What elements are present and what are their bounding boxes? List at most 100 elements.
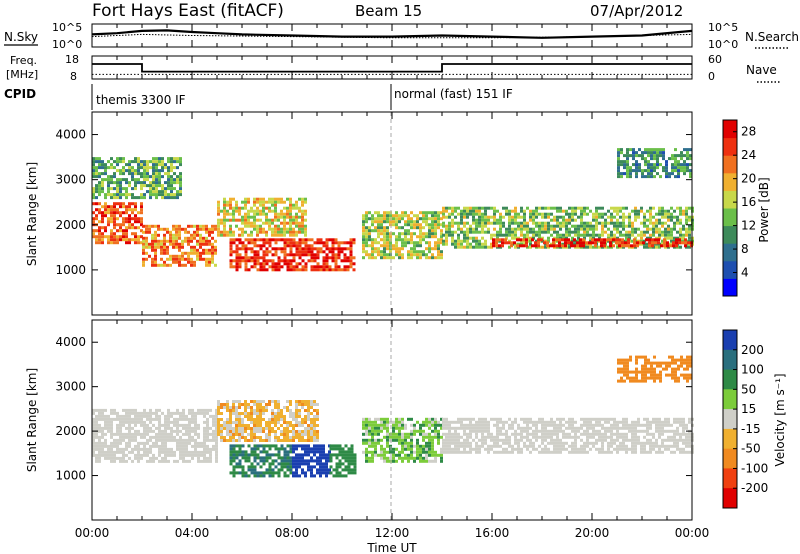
heatmap-cell	[395, 214, 398, 218]
heatmap-cell	[565, 435, 568, 439]
heatmap-cell	[164, 181, 167, 185]
heatmap-cell	[92, 196, 95, 200]
heatmap-cell	[525, 241, 528, 245]
heatmap-cell	[647, 151, 650, 155]
heatmap-cell	[481, 224, 484, 228]
heatmap-cell	[188, 435, 191, 439]
heatmap-cell	[644, 169, 647, 173]
heatmap-cell	[226, 403, 229, 406]
heatmap-cell	[113, 450, 116, 454]
heatmap-cell	[164, 441, 167, 445]
heatmap-cell	[562, 435, 565, 439]
heatmap-cell	[329, 465, 333, 469]
heatmap-cell	[253, 203, 256, 207]
heatmap-cell	[440, 250, 443, 254]
heatmap-cell	[682, 236, 685, 240]
heatmap-cell	[592, 233, 595, 237]
heatmap-cell	[445, 236, 448, 240]
heatmap-cell	[92, 163, 95, 167]
heatmap-cell	[362, 214, 365, 218]
heatmap-cell	[158, 450, 161, 454]
heatmap-cell	[674, 160, 677, 164]
heatmap-cell	[607, 429, 610, 433]
heatmap-cell	[610, 236, 613, 240]
heatmap-cell	[505, 438, 508, 442]
heatmap-cell	[98, 441, 101, 445]
heatmap-cell	[149, 438, 152, 442]
heatmap-cell	[122, 408, 125, 412]
heatmap-cell	[371, 214, 374, 218]
heatmap-cell	[271, 468, 275, 472]
heatmap-cell	[265, 471, 269, 475]
heatmap-cell	[307, 412, 310, 415]
heatmap-cell	[496, 441, 499, 445]
heatmap-cell	[206, 408, 209, 412]
heatmap-cell	[416, 456, 419, 460]
heatmap-cell	[185, 429, 188, 433]
heatmap-cell	[185, 453, 188, 457]
heatmap-cell	[649, 209, 652, 213]
heatmap-cell	[92, 232, 95, 236]
heatmap-cell	[187, 257, 190, 261]
heatmap-cell	[107, 193, 110, 197]
heatmap-cell	[574, 218, 577, 222]
heatmap-cell	[274, 453, 278, 457]
heatmap-cell	[635, 151, 638, 155]
heatmap-cell	[119, 214, 122, 218]
colorbar-swatch	[723, 190, 737, 209]
heatmap-cell	[253, 465, 257, 469]
heatmap-cell	[442, 212, 445, 216]
heatmap-cell	[616, 426, 619, 430]
heatmap-cell	[154, 248, 157, 252]
heatmap-cell	[226, 424, 229, 427]
heatmap-cell	[422, 211, 425, 215]
heatmap-cell	[161, 444, 164, 448]
heatmap-cell	[487, 450, 490, 454]
heatmap-cell	[223, 206, 226, 210]
heatmap-cell	[208, 227, 211, 231]
heatmap-cell	[404, 438, 407, 442]
heatmap-cell	[451, 242, 454, 246]
heatmap-cell	[173, 429, 176, 433]
heatmap-cell	[259, 403, 262, 406]
heatmap-cell	[140, 411, 143, 415]
heatmap-cell	[131, 450, 134, 454]
heatmap-cell	[110, 196, 113, 200]
heatmap-cell	[274, 415, 277, 418]
heatmap-cell	[466, 212, 469, 216]
heatmap-cell	[292, 415, 295, 418]
heatmap-cell	[164, 172, 167, 176]
heatmap-cell	[313, 418, 316, 421]
heatmap-cell	[304, 238, 308, 242]
heatmap-cell	[583, 432, 586, 436]
heatmap-cell	[386, 450, 389, 454]
heatmap-cell	[410, 453, 413, 457]
heatmap-cell	[235, 409, 238, 412]
heatmap-cell	[598, 420, 601, 424]
heatmap-cell	[625, 236, 628, 240]
heatmap-cell	[574, 435, 577, 439]
heatmap-cell	[235, 471, 239, 475]
heatmap-cell	[368, 217, 371, 221]
heatmap-cell	[583, 420, 586, 424]
heatmap-cell	[472, 426, 475, 430]
heatmap-cell	[143, 178, 146, 182]
heatmap-cell	[110, 441, 113, 445]
heatmap-cell	[440, 456, 443, 460]
heatmap-cell	[265, 200, 268, 204]
heatmap-cell	[609, 241, 612, 245]
heatmap-cell	[238, 433, 241, 436]
heatmap-cell	[268, 444, 272, 448]
heatmap-cell	[301, 400, 304, 403]
heatmap-cell	[158, 175, 161, 179]
heatmap-cell	[616, 435, 619, 439]
heatmap-cell	[152, 157, 155, 161]
heatmap-cell	[137, 444, 140, 448]
heatmap-cell	[178, 227, 181, 231]
heatmap-cell	[125, 169, 128, 173]
heatmap-cell	[188, 411, 191, 415]
heatmap-cell	[178, 224, 181, 228]
heatmap-cell	[685, 230, 688, 234]
heatmap-cell	[229, 250, 233, 254]
heatmap-cell	[398, 432, 401, 436]
